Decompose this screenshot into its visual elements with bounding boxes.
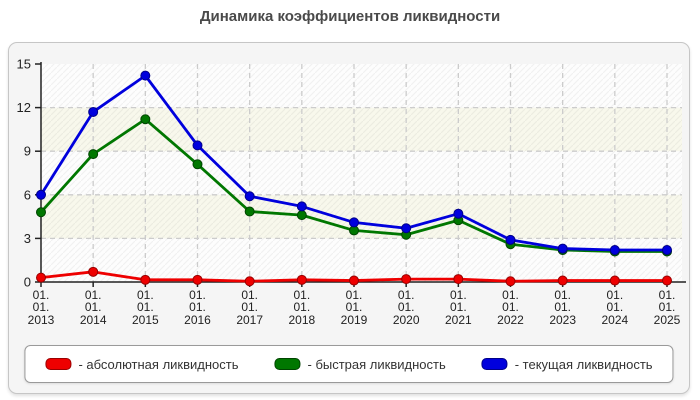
page-title: Динамика коэффициентов ликвидности — [199, 8, 501, 25]
svg-text:6: 6 — [24, 187, 31, 202]
svg-text:01.01.2016: 01. 01. 2016 — [184, 288, 211, 327]
svg-text:01.01.2020: 01. 01. 2020 — [393, 288, 420, 327]
svg-text:0: 0 — [24, 275, 31, 290]
legend-item-absolute-liquidity: - абсолютная ликвидность — [45, 356, 239, 372]
legend-swatch-blue — [481, 358, 508, 370]
svg-text:01.01.2019: 01. 01. 2019 — [341, 288, 368, 327]
chart-panel: 0 3 6 9 12 15 01. 01. 2013 01. 01. 2014 01. 01. 2015 01… — [8, 42, 690, 394]
legend-item-quick-liquidity: - быстрая ликвидность — [274, 356, 446, 372]
legend-label-absolute-liquidity: - абсолютная ликвидность — [78, 356, 239, 372]
svg-text:01.01.2022: 01. 01. 2022 — [497, 288, 524, 327]
svg-text:12: 12 — [17, 100, 31, 115]
svg-text:9: 9 — [24, 144, 31, 159]
svg-text:3: 3 — [24, 231, 31, 246]
legend-label-quick-liquidity: - быстрая ликвидность — [307, 356, 446, 372]
svg-text:15: 15 — [17, 57, 31, 72]
svg-text:01.01.2015: 01. 01. 2015 — [132, 288, 159, 327]
legend-swatch-red — [45, 358, 72, 370]
legend-label-current-liquidity: - текущая ликвидность — [514, 356, 653, 372]
legend-item-current-liquidity: - текущая ликвидность — [481, 356, 653, 372]
svg-text:01.01.2014: 01. 01. 2014 — [80, 288, 107, 327]
chart-legend: - абсолютная ликвидность - быстрая ликви… — [24, 345, 674, 383]
svg-text:01.01.2013: 01. 01. 2013 — [28, 288, 55, 327]
svg-text:01.01.2024: 01. 01. 2024 — [601, 288, 628, 327]
legend-swatch-green — [274, 358, 301, 370]
svg-text:01.01.2017: 01. 01. 2017 — [236, 288, 263, 327]
svg-text:01.01.2025: 01. 01. 2025 — [654, 288, 681, 327]
svg-text:01.01.2023: 01. 01. 2023 — [549, 288, 576, 327]
svg-text:01.01.2021: 01. 01. 2021 — [445, 288, 472, 327]
liquidity-line-chart: 0 3 6 9 12 15 01. 01. 2013 01. 01. 2014 01. 01. 2015 01… — [17, 57, 686, 327]
svg-text:01.01.2018: 01. 01. 2018 — [288, 288, 315, 327]
